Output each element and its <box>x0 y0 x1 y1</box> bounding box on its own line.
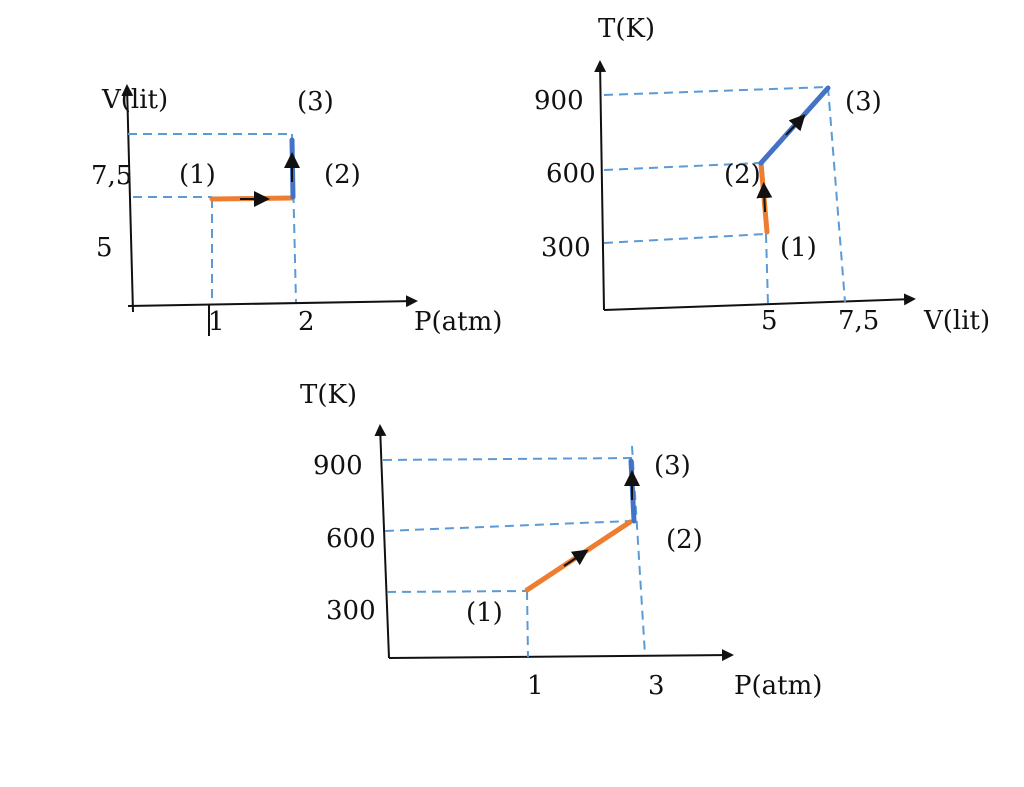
pv-x-tick-1: 1 <box>208 307 225 337</box>
pt-point-1: (1) <box>466 598 503 628</box>
pt-guide-t300 <box>386 590 528 593</box>
pt-x-tick-3: 3 <box>648 671 665 701</box>
vt-x-tick-7-5: 7,5 <box>838 306 879 336</box>
diagram-vt: T(K) V(lit) 5 7,5 900 600 300 (1) (2) (3… <box>534 14 990 336</box>
vt-x-axis-label: V(lit) <box>923 306 990 336</box>
pt-y-axis-label: T(K) <box>300 380 357 410</box>
vt-x-axis <box>603 293 916 311</box>
vt-y-axis <box>594 60 607 311</box>
pv-point-3: (3) <box>297 87 334 117</box>
vt-guide-t300 <box>603 233 767 244</box>
vt-arrow-1-2 <box>756 182 773 213</box>
pt-guide-t600 <box>384 520 631 532</box>
pt-y-axis <box>374 424 390 659</box>
pv-x-tick-2: 2 <box>298 307 315 337</box>
diagram-pt: T(K) P(atm) 1 3 900 600 300 (1) (2) (3) <box>300 380 822 701</box>
vt-y-tick-900: 900 <box>534 86 584 116</box>
vt-point-1: (1) <box>780 233 817 263</box>
pt-guide-p1 <box>526 590 529 658</box>
pv-y-axis-label: V(lit) <box>101 85 168 115</box>
vt-arrow-2-3 <box>785 114 806 136</box>
pt-y-tick-900: 900 <box>313 451 363 481</box>
vt-x-tick-5: 5 <box>761 306 778 336</box>
pt-guide-t900 <box>382 457 633 461</box>
vt-point-3: (3) <box>845 87 882 117</box>
pv-x-axis-label: P(atm) <box>414 307 502 337</box>
vt-guide-v7-5 <box>827 86 846 303</box>
vt-y-tick-300: 300 <box>541 233 591 263</box>
vt-guide-v5 <box>765 233 769 306</box>
pv-y-tick-5: 5 <box>96 233 113 263</box>
pv-guide-p2 <box>291 133 297 303</box>
pt-x-axis-label: P(atm) <box>734 671 822 701</box>
pt-x-tick-1: 1 <box>527 671 544 701</box>
vt-point-2: (2) <box>724 160 761 190</box>
pt-point-3: (3) <box>654 451 691 481</box>
pt-x-axis <box>388 649 734 662</box>
pv-point-2: (2) <box>324 160 361 190</box>
vt-guide-t900 <box>603 86 829 96</box>
vt-y-axis-label: T(K) <box>598 14 655 44</box>
pv-point-1: (1) <box>179 160 216 190</box>
pt-point-2: (2) <box>666 525 703 555</box>
pt-arrow-1-2 <box>563 549 589 567</box>
vt-y-tick-600: 600 <box>546 159 596 189</box>
diagram-pv: V(lit) P(atm) 1 2 7,5 5 (1) (2) (3) <box>91 84 502 337</box>
pt-y-tick-600: 600 <box>326 524 376 554</box>
pv-y-tick-7-5: 7,5 <box>91 161 132 191</box>
pv-x-axis <box>127 295 418 308</box>
pv-y-axis <box>121 84 134 313</box>
vt-guide-t600 <box>603 162 761 171</box>
pt-y-tick-300: 300 <box>326 596 376 626</box>
